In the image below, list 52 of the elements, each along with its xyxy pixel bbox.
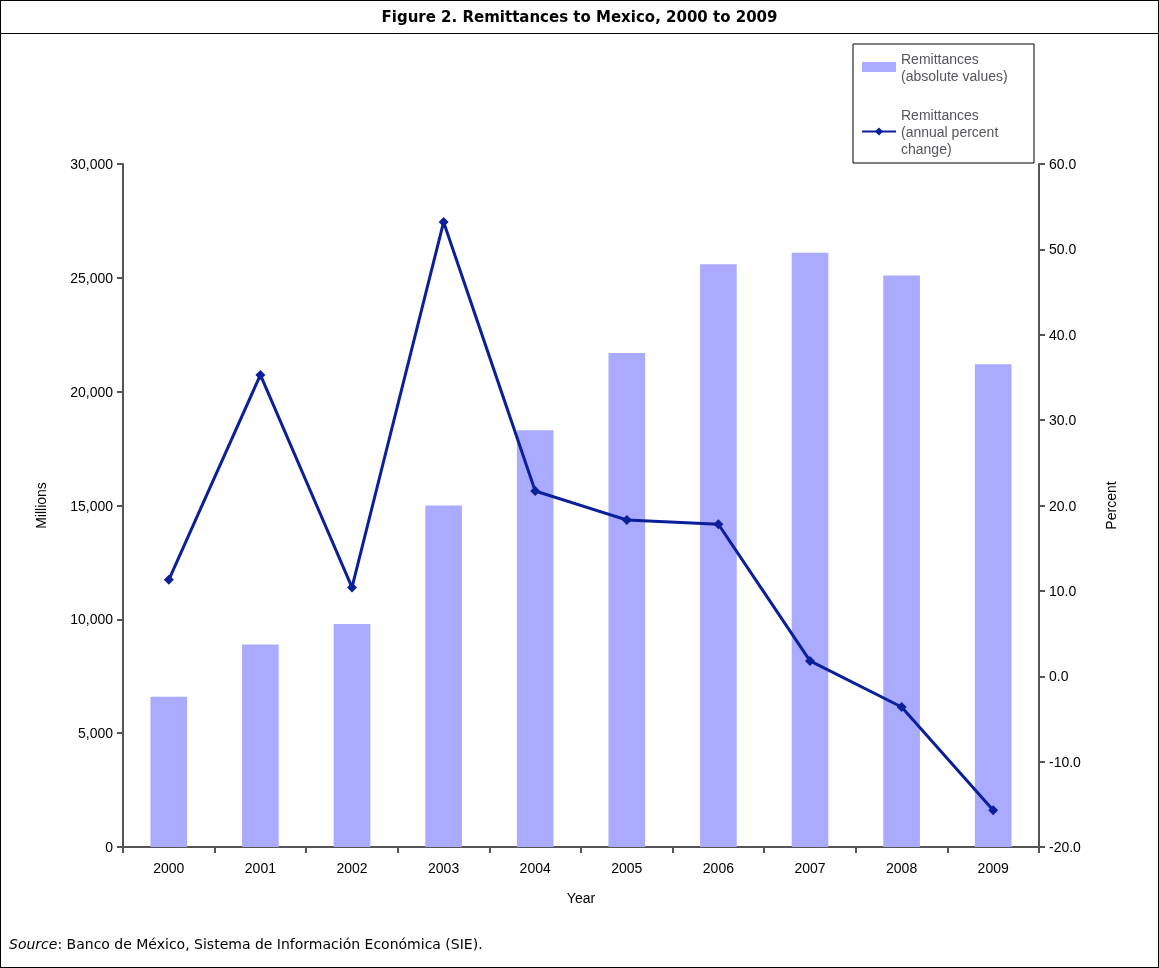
y-tick-label: 10,000 (70, 611, 114, 628)
x-tick-label: 2007 (794, 860, 826, 876)
point (713, 519, 724, 530)
x-axis-title: Year (566, 890, 596, 906)
x-tick-label: 2005 (611, 860, 643, 876)
bar (608, 352, 646, 847)
bar (974, 364, 1012, 847)
y-axis-title: Millions (33, 482, 49, 529)
x-tick-label: 2006 (702, 860, 735, 876)
x-tick-label: 2001 (244, 860, 277, 876)
legend-label: Remittances (absolute values) (901, 50, 1008, 84)
source-note: Source: Banco de México, Sistema de Información Económica (SIE). (9, 936, 483, 952)
y2-tick-label: 40.0 (1049, 326, 1077, 343)
y2-axis-title: Percent (1103, 481, 1119, 530)
y2-tick-label: 20.0 (1049, 497, 1077, 514)
x-tick-label: 2009 (977, 860, 1009, 876)
legend-label: Remittances (annual percent change) (901, 106, 1003, 157)
y2-tick-label: -10.0 (1049, 753, 1082, 770)
point (530, 485, 541, 496)
bar (700, 264, 737, 847)
point (988, 805, 999, 816)
y-tick-label: 0 (105, 839, 114, 855)
bar (516, 430, 554, 847)
bar (425, 505, 462, 847)
y2-tick-label: 10.0 (1049, 582, 1077, 599)
y2-tick-label: 30.0 (1049, 412, 1077, 429)
point (255, 369, 266, 380)
bar (242, 644, 279, 847)
x-tick-label: 2002 (336, 860, 368, 876)
point (163, 574, 174, 585)
point (621, 515, 632, 526)
y-tick-label: 20,000 (70, 383, 114, 400)
x-tick-label: 2008 (886, 860, 918, 876)
y2-tick-label: -20.0 (1049, 839, 1082, 855)
bar (150, 696, 188, 847)
bar (883, 275, 920, 847)
x-tick-label: 2004 (519, 860, 551, 876)
y2-tick-label: 50.0 (1049, 241, 1077, 258)
y-tick-label: 5,000 (77, 725, 114, 742)
bar (791, 252, 829, 847)
y2-tick-label: 60.0 (1049, 156, 1077, 172)
point (896, 701, 907, 712)
y-tick-label: 15,000 (70, 497, 114, 514)
y-tick-label: 30,000 (70, 156, 114, 172)
bar (333, 623, 371, 847)
point (347, 582, 357, 593)
point (805, 655, 815, 666)
x-tick-label: 2000 (153, 860, 185, 876)
chart-title: Figure 2. Remittances to Mexico, 2000 to 2009 (1, 1, 1158, 34)
y-tick-label: 25,000 (70, 269, 114, 286)
y2-tick-label: 0.0 (1049, 668, 1069, 685)
x-tick-label: 2003 (428, 860, 460, 876)
